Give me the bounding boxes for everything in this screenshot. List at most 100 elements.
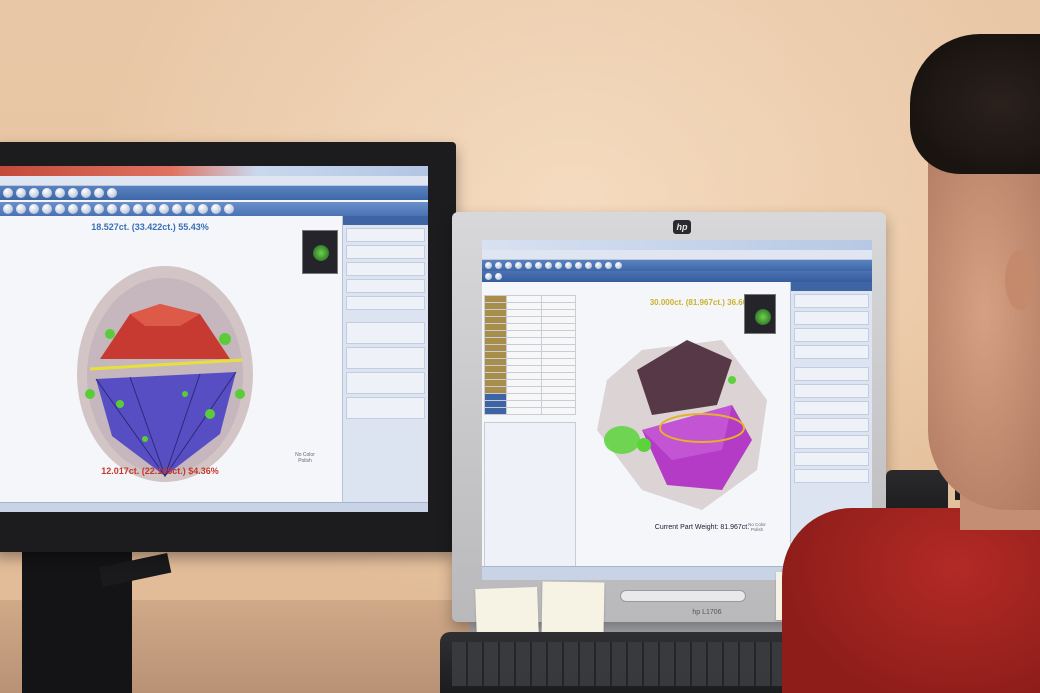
side-panel-row[interactable] [794,452,869,466]
stone-weight-top-label: 18.527ct. (33.422ct.) 55.43% [91,222,209,232]
toolbar-button-icon[interactable] [68,188,78,198]
side-panel-row[interactable] [794,345,869,359]
side-panel-row[interactable] [346,347,425,369]
crown-table [130,304,200,326]
toolbar-button-icon[interactable] [146,204,156,214]
side-panel-row[interactable] [346,296,425,310]
bottom-status-strip [0,502,428,512]
toolbar-button-icon[interactable] [29,204,39,214]
side-panel-row[interactable] [346,322,425,344]
toolbar-button-icon[interactable] [535,262,542,269]
toolbar-button-icon[interactable] [211,204,221,214]
monitor-control-buttons[interactable] [620,590,746,602]
toolbar-button-icon[interactable] [185,204,195,214]
side-panel-row[interactable] [794,469,869,483]
toolbar-button-icon[interactable] [224,204,234,214]
toolbar-button-icon[interactable] [133,204,143,214]
color-polish-note: No Color Polish [290,452,320,464]
inclusion [604,426,640,454]
side-panel-row[interactable] [794,367,869,381]
side-panel-row[interactable] [346,372,425,394]
toolbar-button-icon[interactable] [42,188,52,198]
toolbar-button-icon[interactable] [605,262,612,269]
toolbar-button-icon[interactable] [16,188,26,198]
inclusion [142,436,148,442]
toolbar-button-icon[interactable] [107,204,117,214]
toolbar-button-icon[interactable] [94,204,104,214]
window-menubar [482,250,872,260]
toolbar-button-icon[interactable] [107,188,117,198]
side-panel-row[interactable] [346,279,425,293]
inclusion [728,376,736,384]
toolbar-button-icon[interactable] [3,204,13,214]
toolbar-button-icon[interactable] [505,262,512,269]
toolbar-button-icon[interactable] [55,188,65,198]
girdle-line [89,358,243,371]
toolbar-button-icon[interactable] [585,262,592,269]
inclusion [116,400,124,408]
toolbar-button-icon[interactable] [565,262,572,269]
toolbar-button-icon[interactable] [555,262,562,269]
toolbar-button-icon[interactable] [615,262,622,269]
side-panel-row[interactable] [346,245,425,259]
side-panel-row[interactable] [794,384,869,398]
toolbar-button-icon[interactable] [81,204,91,214]
side-panel-title [343,216,428,225]
side-panel-row[interactable] [346,228,425,242]
toolbar-button-icon[interactable] [172,204,182,214]
toolbar-button-icon[interactable] [198,204,208,214]
left-monitor-screen: 18.527ct. (33.422ct.) 55.43% 12.017ct. (… [0,166,428,512]
toolbar-button-icon[interactable] [495,273,502,280]
toolbar-button-icon[interactable] [55,204,65,214]
side-panel [342,216,428,502]
side-panel-row[interactable] [794,311,869,325]
stone-weight-top-label: 30.000ct. (81.967ct.) 36.60% [649,298,755,307]
toolbar-button-icon[interactable] [29,188,39,198]
side-panel-title [791,282,872,291]
toolbar-button-icon[interactable] [595,262,602,269]
toolbar-button-icon[interactable] [485,262,492,269]
side-panel-row[interactable] [794,294,869,308]
stone-weight-bottom-label: 12.017ct. (22.105ct.) $4.36% [101,466,219,476]
preview-thumbnail[interactable] [302,230,338,274]
side-panel-row[interactable] [794,401,869,415]
inclusion [235,389,245,399]
toolbar-button-icon[interactable] [575,262,582,269]
right-monitor-screen: 30.000ct. (81.967ct.) 36.60% Current Par… [482,240,872,580]
toolbar-button-icon[interactable] [495,262,502,269]
toolbar-button-icon[interactable] [16,204,26,214]
side-panel-row[interactable] [794,418,869,432]
side-panel-row[interactable] [794,435,869,449]
side-panel-row[interactable] [346,262,425,276]
window-titlebar [482,240,872,250]
window-titlebar [0,166,428,176]
diamond-3d-model[interactable] [582,320,782,520]
current-part-weight: Current Part Weight: 81.967ct. [654,524,750,531]
toolbar-button-icon[interactable] [525,262,532,269]
toolbar-button-icon[interactable] [515,262,522,269]
side-panel-row[interactable] [346,397,425,419]
right-monitor: hp [452,212,886,622]
main-toolbar [0,186,428,200]
toolbar-button-icon[interactable] [120,204,130,214]
toolbar-button-icon[interactable] [68,204,78,214]
diamond-3d-model[interactable] [60,244,270,494]
side-panel [790,282,872,572]
part-list-panel[interactable] [484,422,576,572]
toolbar-button-icon[interactable] [81,188,91,198]
stone-parameters-table [484,295,576,415]
toolbar-button-icon[interactable] [3,188,13,198]
toolbar-button-icon[interactable] [159,204,169,214]
pavilion-facets [642,405,732,460]
inclusion [219,333,231,345]
toolbar-button-icon[interactable] [485,273,492,280]
toolbar-button-icon[interactable] [94,188,104,198]
hp-logo: hp [673,220,691,234]
side-panel-row[interactable] [794,328,869,342]
toolbar-button-icon[interactable] [42,204,52,214]
preview-thumbnail[interactable] [744,294,776,334]
toolbar-button-icon[interactable] [545,262,552,269]
cut-outline [659,413,745,443]
keyboard[interactable] [440,632,800,693]
inclusion [105,329,115,339]
